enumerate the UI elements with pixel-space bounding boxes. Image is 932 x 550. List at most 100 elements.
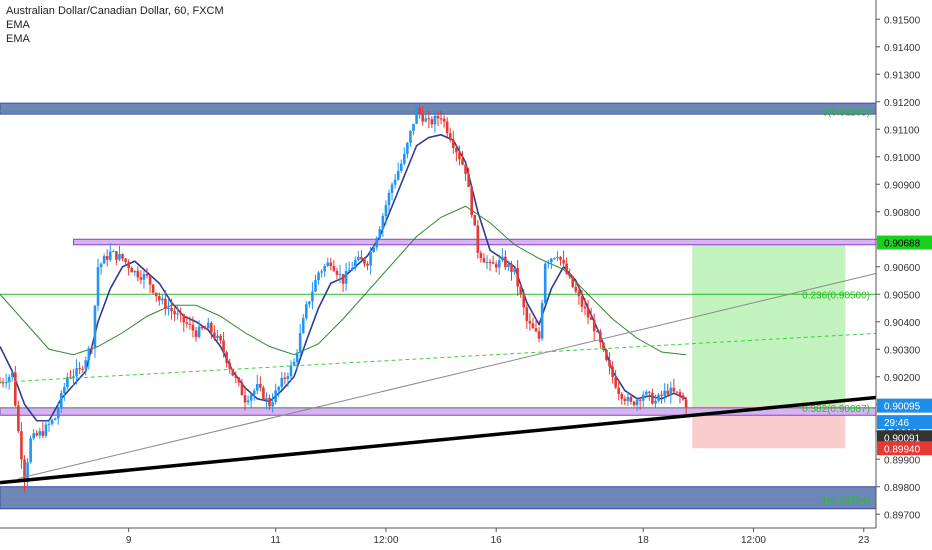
- candle: [666, 383, 670, 398]
- candle: [96, 258, 100, 312]
- candle: [148, 274, 152, 294]
- candle-body: [543, 263, 547, 304]
- candle: [249, 392, 253, 408]
- candle-body: [378, 229, 382, 238]
- candle-body: [231, 368, 235, 376]
- price-tag-bg-2: [877, 398, 932, 413]
- candle-body: [295, 352, 299, 362]
- candle-body: [577, 291, 581, 297]
- candle: [317, 271, 320, 285]
- candle-body: [430, 119, 434, 125]
- candle-body: [412, 123, 415, 131]
- candle-body: [620, 394, 624, 399]
- candle-body: [644, 391, 648, 395]
- candle-body: [17, 405, 20, 432]
- y-tick-label: 0.89900: [884, 455, 921, 466]
- candle: [179, 307, 183, 323]
- candle-body: [121, 253, 124, 259]
- candle: [14, 366, 17, 407]
- candle: [304, 300, 308, 321]
- y-tick-label: 0.90200: [884, 373, 921, 384]
- candle-body: [157, 296, 161, 301]
- candle: [311, 282, 314, 310]
- price-tag-label-5: 0.89940: [884, 444, 921, 455]
- candle: [608, 352, 611, 375]
- candle: [651, 388, 654, 405]
- candle: [173, 306, 176, 322]
- candle: [185, 316, 189, 328]
- candle: [108, 243, 112, 262]
- fib-label-4: 1(0.89754): [822, 495, 870, 506]
- candle: [139, 270, 143, 285]
- candle: [513, 267, 516, 275]
- candle-body: [491, 262, 495, 264]
- candle: [222, 331, 225, 358]
- candle: [396, 162, 400, 181]
- candle-body: [280, 377, 284, 387]
- candle: [641, 390, 645, 408]
- candle: [574, 280, 578, 294]
- candle: [47, 420, 51, 432]
- candle-body: [354, 259, 357, 268]
- candle-body: [133, 271, 137, 273]
- candle: [237, 376, 241, 387]
- candle-body: [559, 256, 562, 260]
- candle: [485, 255, 489, 270]
- candle: [433, 109, 437, 133]
- candle-body: [32, 433, 35, 439]
- candle-body: [565, 263, 568, 274]
- y-tick-label: 0.91200: [884, 98, 921, 109]
- candle-body: [516, 267, 519, 287]
- candle-body: [93, 305, 97, 349]
- candle: [519, 284, 522, 298]
- candle: [635, 397, 639, 411]
- candle: [421, 105, 424, 126]
- candle-body: [78, 368, 81, 370]
- level-rectangle-1: [73, 238, 876, 246]
- candle: [672, 378, 676, 394]
- candle: [501, 248, 504, 263]
- candle-body: [614, 377, 617, 388]
- candle: [127, 259, 130, 276]
- candle: [525, 304, 529, 329]
- candle: [274, 383, 277, 405]
- candle: [75, 359, 78, 385]
- candle: [354, 256, 357, 271]
- candle: [292, 358, 296, 367]
- candle: [194, 326, 198, 342]
- candle: [482, 253, 486, 263]
- candle: [644, 389, 648, 397]
- candle-body: [599, 331, 602, 343]
- candle-body: [403, 154, 406, 164]
- candle-body: [206, 322, 210, 329]
- candle-body: [442, 118, 446, 122]
- candle-body: [583, 306, 587, 309]
- candle: [124, 257, 127, 266]
- candle: [130, 266, 134, 273]
- candle-body: [216, 335, 219, 339]
- fib-label-2: 0.236(0.90500): [802, 290, 870, 301]
- candle-body: [210, 322, 213, 333]
- candle-body: [7, 376, 11, 383]
- candle-body: [164, 298, 167, 309]
- candle: [133, 270, 137, 277]
- candle: [638, 397, 642, 410]
- candle: [491, 255, 495, 264]
- x-tick-label: 12:00: [741, 535, 766, 546]
- candle: [620, 392, 624, 405]
- candle: [458, 145, 461, 166]
- candle-body: [406, 142, 409, 155]
- candle: [63, 382, 66, 402]
- candle: [335, 267, 339, 280]
- candle: [50, 418, 54, 427]
- candle: [614, 369, 617, 390]
- candle: [102, 253, 106, 264]
- y-tick-label: 0.91400: [884, 43, 921, 54]
- candle-body: [660, 394, 663, 396]
- candle-body: [124, 258, 127, 263]
- candle-body: [234, 375, 238, 378]
- candle: [372, 243, 375, 253]
- candle-body: [344, 270, 348, 284]
- candle-body: [421, 113, 424, 122]
